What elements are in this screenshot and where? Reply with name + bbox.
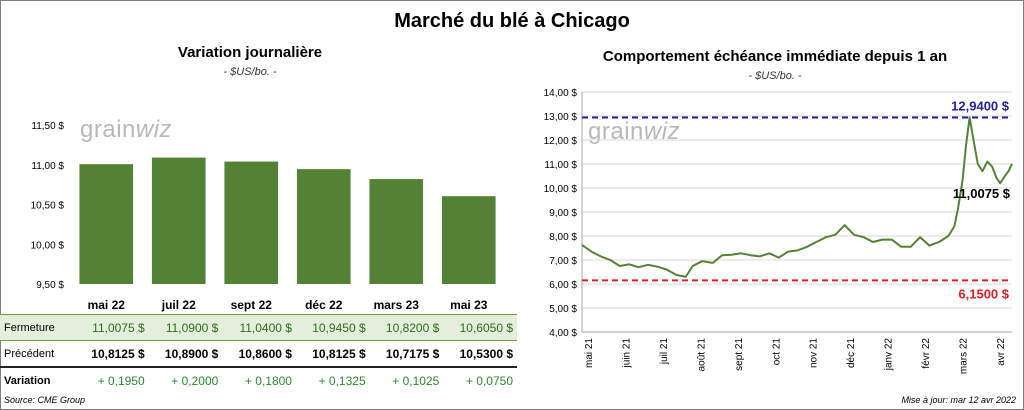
x-tick-label: déc 21: [846, 338, 857, 368]
table-cell: 10,8125 $: [91, 346, 145, 361]
y-tick-label: 6,00 $: [549, 280, 577, 291]
x-tick-label: juil 21: [659, 338, 670, 366]
y-tick-label: 12,00 $: [544, 136, 578, 147]
table-row-variation: Variation + 0,1950 + 0,2000 + 0,1800 + 0…: [0, 366, 517, 393]
table-cell: 10,8125 $: [312, 346, 366, 361]
table-cell: + 0,1025: [369, 366, 444, 393]
y-tick-label: 11,00 $: [544, 160, 577, 171]
x-tick-label: oct 21: [771, 338, 782, 366]
y-tick-label: 4,00 $: [549, 328, 577, 339]
table-cell: + 0,2000: [148, 366, 223, 393]
bar-chart: 9,50 $ 10,00 $ 10,50 $ 11,00 $ 11,50 $ mai 22…: [31, 121, 496, 312]
y-tick-label: 10,50 $: [31, 201, 65, 212]
y-tick-label: 5,00 $: [549, 304, 577, 315]
table-cell: 11,0900 $: [148, 314, 223, 341]
x-tick-label: mars 22: [959, 338, 970, 375]
x-tick-label: févr 22: [921, 338, 932, 369]
bar: [224, 161, 279, 284]
table-cell: + 0,1325: [295, 366, 370, 393]
x-tick-label: août 21: [696, 338, 707, 372]
row-label-close: Fermeture: [0, 314, 75, 341]
y-tick-label: 10,00 $: [544, 184, 578, 195]
right-panel-title: Comportement échéance immédiate depuis 1…: [602, 48, 948, 65]
x-tick-label: juin 21: [621, 338, 632, 369]
table-cell: 10,6050 $: [443, 314, 517, 341]
logo-text-italic: wiz: [135, 116, 173, 143]
x-tick-label: mai 22: [88, 298, 126, 312]
right-panel-subtitle: - $US/bo. -: [748, 70, 802, 82]
x-tick-label: juil 22: [161, 298, 196, 312]
y-tick-label: 8,00 $: [549, 232, 577, 243]
y-tick-label: 11,00 $: [31, 161, 64, 172]
bar: [369, 179, 424, 284]
grainwiz-logo-left: grainwiz: [80, 116, 172, 144]
y-tick-label: 11,50 $: [31, 121, 64, 132]
row-label-previous: Précédent: [4, 347, 55, 360]
x-tick-label: nov 21: [809, 338, 820, 368]
table-cell: 10,8600 $: [238, 346, 292, 361]
table-cell: 10,5300 $: [459, 346, 513, 361]
table-cell: 11,0075 $: [75, 314, 149, 341]
x-tick-label: mars 23: [374, 298, 420, 312]
last-price-label: 11,0075 $: [953, 186, 1011, 201]
x-tick-label: janv 22: [884, 338, 895, 372]
x-tick-label: sept 22: [231, 298, 273, 312]
high-reference-label: 12,9400 $: [951, 98, 1010, 113]
update-note: Mise à jour: mar 12 avr 2022: [901, 395, 1016, 405]
y-tick-label: 7,00 $: [549, 256, 577, 267]
table-cell: + 0,0750: [443, 366, 517, 393]
x-tick-label: mai 21: [584, 338, 595, 368]
table-cell: 11,0400 $: [222, 314, 296, 341]
price-line: [581, 116, 1013, 278]
table-row-previous: Précédent 10,8125 $ 10,8900 $ 10,8600 $ …: [0, 341, 517, 368]
y-tick-label: 9,50 $: [36, 280, 64, 291]
table-cell: 10,9450 $: [295, 314, 370, 341]
page-title: Marché du blé à Chicago: [394, 10, 630, 32]
table-cell: 10,8200 $: [369, 314, 444, 341]
bar: [296, 169, 351, 284]
table-row-close: Fermeture 11,0075 $ 11,0900 $ 11,0400 $ …: [0, 314, 517, 341]
price-table: Fermeture 11,0075 $ 11,0900 $ 11,0400 $ …: [0, 314, 517, 393]
x-tick-label: déc 22: [305, 298, 343, 312]
x-tick-label: mai 23: [450, 298, 488, 312]
table-cell: + 0,1950: [75, 366, 149, 393]
x-tick-label: avr 22: [996, 338, 1007, 366]
table-cell: 10,7175 $: [385, 346, 440, 361]
logo-text: grain: [80, 116, 136, 143]
row-label-variation: Variation: [0, 366, 75, 393]
table-cell: 10,8900 $: [164, 346, 219, 361]
left-panel-title: Variation journalière: [177, 44, 323, 61]
bar: [151, 157, 206, 284]
x-tick-label: sept 21: [734, 338, 745, 371]
table-cell: + 0,1800: [222, 366, 296, 393]
y-tick-label: 9,00 $: [549, 208, 577, 219]
y-tick-label: 13,00 $: [544, 112, 578, 123]
y-tick-label: 14,00 $: [544, 88, 578, 99]
bar: [79, 164, 134, 284]
y-tick-label: 10,00 $: [31, 240, 65, 251]
low-reference-label: 6,1500 $: [958, 286, 1009, 301]
left-panel-subtitle: - $US/bo. -: [223, 66, 277, 78]
source-note: Source: CME Group: [4, 395, 86, 405]
bar: [441, 196, 496, 284]
